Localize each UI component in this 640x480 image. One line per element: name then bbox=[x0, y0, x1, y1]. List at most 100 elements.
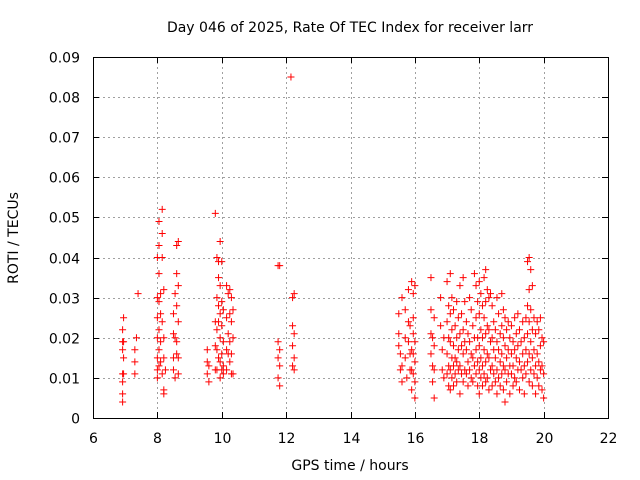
data-point bbox=[223, 282, 231, 290]
data-point bbox=[536, 314, 544, 322]
data-point bbox=[482, 298, 490, 306]
data-point bbox=[404, 286, 412, 294]
y-tick-label: 0.08 bbox=[49, 91, 80, 107]
data-point bbox=[466, 294, 474, 302]
data-point bbox=[459, 274, 467, 282]
data-point bbox=[171, 374, 179, 382]
data-point bbox=[485, 386, 493, 394]
data-point bbox=[501, 342, 509, 350]
data-point bbox=[411, 338, 419, 346]
data-point bbox=[448, 374, 456, 382]
data-point bbox=[495, 346, 503, 354]
data-point bbox=[483, 286, 491, 294]
data-point bbox=[469, 322, 477, 330]
data-point bbox=[527, 306, 535, 314]
data-point bbox=[226, 310, 234, 318]
data-point bbox=[509, 338, 517, 346]
data-point bbox=[119, 378, 127, 386]
data-point bbox=[408, 278, 416, 286]
data-point bbox=[453, 378, 461, 386]
data-point bbox=[169, 330, 177, 338]
data-point bbox=[512, 354, 520, 362]
data-point bbox=[487, 290, 495, 298]
data-point bbox=[119, 398, 127, 406]
data-point bbox=[169, 310, 177, 318]
data-point bbox=[512, 378, 520, 386]
data-point bbox=[215, 354, 223, 362]
data-point bbox=[134, 290, 142, 298]
data-point bbox=[493, 366, 501, 374]
data-point bbox=[462, 346, 470, 354]
data-point bbox=[507, 322, 515, 330]
data-point bbox=[456, 330, 464, 338]
data-point bbox=[408, 346, 416, 354]
data-point bbox=[398, 362, 406, 370]
data-point bbox=[470, 362, 478, 370]
data-point bbox=[132, 334, 140, 342]
grid-lines bbox=[93, 57, 608, 418]
data-point bbox=[527, 266, 535, 274]
data-point bbox=[226, 286, 234, 294]
data-point bbox=[218, 298, 226, 306]
data-point bbox=[478, 334, 486, 342]
y-tick-label: 0.07 bbox=[49, 131, 80, 147]
data-point bbox=[488, 334, 496, 342]
data-point bbox=[535, 382, 543, 390]
x-tick-label: 6 bbox=[89, 431, 98, 447]
data-point bbox=[538, 362, 546, 370]
data-point bbox=[229, 334, 237, 342]
data-point bbox=[524, 330, 532, 338]
data-point bbox=[482, 266, 490, 274]
data-point bbox=[483, 350, 491, 358]
data-point bbox=[274, 338, 282, 346]
data-point bbox=[499, 306, 507, 314]
data-point bbox=[514, 342, 522, 350]
data-point bbox=[408, 386, 416, 394]
data-point bbox=[429, 378, 437, 386]
data-point bbox=[478, 362, 486, 370]
data-point bbox=[289, 342, 297, 350]
data-point bbox=[216, 282, 224, 290]
data-point bbox=[223, 346, 231, 354]
data-point bbox=[158, 205, 166, 213]
data-point bbox=[514, 310, 522, 318]
x-tick-label: 14 bbox=[343, 431, 361, 447]
data-point bbox=[519, 318, 527, 326]
data-point bbox=[467, 350, 475, 358]
data-point bbox=[401, 334, 409, 342]
data-point bbox=[459, 326, 467, 334]
data-point bbox=[530, 370, 538, 378]
data-point bbox=[395, 330, 403, 338]
x-tick-label: 16 bbox=[407, 431, 425, 447]
data-point bbox=[504, 346, 512, 354]
data-point bbox=[215, 318, 223, 326]
x-tick-labels: 6 8 10 12 14 16 18 20 22 bbox=[89, 431, 617, 447]
data-point bbox=[456, 390, 464, 398]
data-point bbox=[430, 342, 438, 350]
data-point bbox=[487, 338, 495, 346]
data-point bbox=[158, 370, 166, 378]
data-point bbox=[515, 326, 523, 334]
data-point bbox=[475, 366, 483, 374]
data-point bbox=[540, 370, 548, 378]
data-point bbox=[525, 254, 533, 262]
data-point bbox=[216, 358, 224, 366]
data-point bbox=[155, 217, 163, 225]
data-point bbox=[485, 294, 493, 302]
data-point bbox=[219, 370, 227, 378]
y-tick-label: 0.05 bbox=[49, 211, 80, 227]
data-point bbox=[501, 366, 509, 374]
data-point bbox=[480, 314, 488, 322]
data-point bbox=[438, 366, 446, 374]
data-point bbox=[446, 366, 454, 374]
data-point bbox=[490, 318, 498, 326]
data-point bbox=[226, 358, 234, 366]
data-point bbox=[227, 350, 235, 358]
data-point bbox=[456, 282, 464, 290]
data-point bbox=[503, 378, 511, 386]
data-point bbox=[427, 306, 435, 314]
data-point bbox=[169, 366, 177, 374]
data-point bbox=[474, 358, 482, 366]
data-point bbox=[540, 338, 548, 346]
data-point bbox=[446, 310, 454, 318]
